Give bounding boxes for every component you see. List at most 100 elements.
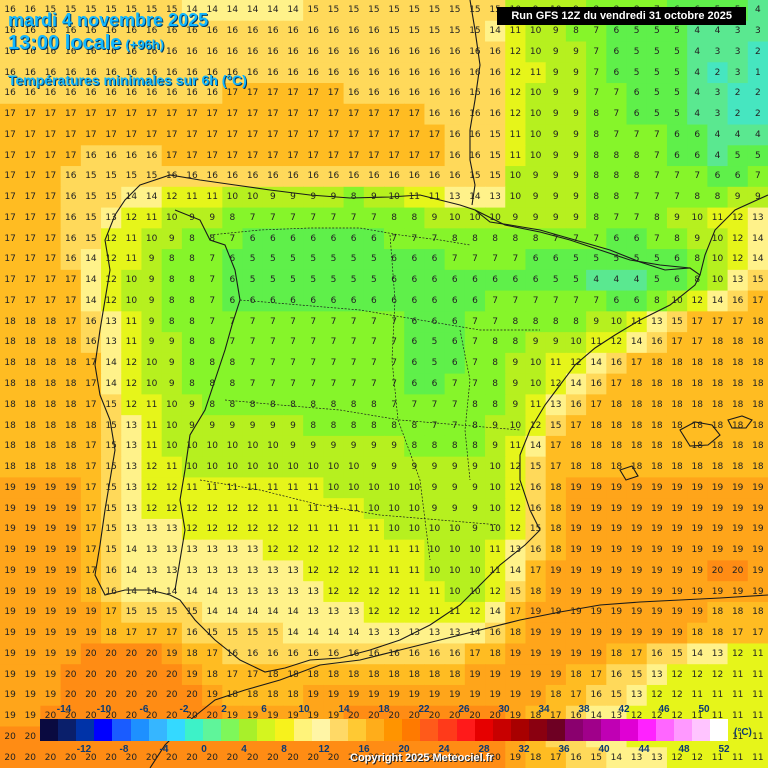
- temperature-value: 8: [492, 399, 499, 410]
- temperature-cell: [20, 705, 42, 728]
- temperature-cell: [444, 145, 466, 167]
- temperature-value: 16: [327, 67, 340, 78]
- temperature-cell: [404, 560, 426, 582]
- temperature-cell: [444, 290, 466, 312]
- temperature-value: 11: [267, 503, 279, 514]
- temperature-value: 12: [368, 607, 380, 618]
- temperature-cell: [20, 228, 42, 250]
- temperature-cell: [606, 435, 628, 458]
- temperature-value: 7: [613, 109, 620, 120]
- temperature-cell: [262, 186, 284, 209]
- temperature-cell: [565, 581, 587, 603]
- temperature-cell: [565, 747, 587, 768]
- temperature-cell: [262, 20, 284, 43]
- temperature-value: 12: [307, 545, 319, 556]
- temperature-value: 11: [246, 482, 259, 493]
- temperature-value: 12: [691, 669, 703, 680]
- temperature-value: 10: [711, 233, 724, 244]
- temperature-value: 14: [630, 337, 643, 348]
- temperature-cell: [525, 684, 547, 707]
- temperature-cell: [202, 498, 223, 520]
- temperature-value: 20: [226, 752, 239, 763]
- temperature-value: 17: [711, 316, 724, 327]
- temperature-value: 19: [65, 565, 77, 576]
- temperature-value: 18: [731, 607, 744, 618]
- temperature-cell: [101, 622, 122, 645]
- temperature-value: 16: [4, 5, 16, 16]
- temperature-cell: [60, 684, 82, 707]
- temperature-cell: [343, 747, 365, 768]
- temperature-cell: [606, 186, 628, 209]
- temperature-cell: [40, 415, 62, 437]
- temperature-value: 12: [651, 690, 663, 701]
- temperature-cell: [707, 41, 729, 63]
- temperature-value: 10: [166, 212, 178, 223]
- temperature-value: 17: [287, 129, 299, 140]
- temperature-cell: [40, 435, 62, 458]
- temperature-cell: [444, 643, 466, 665]
- temperature-value: 9: [168, 358, 175, 369]
- temperature-cell: [384, 332, 405, 354]
- temperature-value: 7: [472, 337, 478, 348]
- temperature-cell: [384, 0, 405, 22]
- temperature-cell: [363, 747, 385, 768]
- temperature-cell: [485, 456, 506, 479]
- temperature-cell: [363, 394, 385, 416]
- temperature-value: 19: [44, 669, 57, 680]
- temperature-cell: [626, 601, 648, 624]
- temperature-cell: [586, 394, 607, 416]
- temperature-value: 7: [613, 212, 620, 223]
- scale-swatch: [565, 719, 584, 741]
- temperature-cell: [0, 435, 21, 458]
- temperature-cell: [242, 415, 264, 437]
- temperature-cell: [202, 41, 223, 63]
- temperature-value: 6: [411, 295, 418, 306]
- temperature-cell: [60, 0, 82, 22]
- temperature-cell: [323, 124, 345, 146]
- temperature-value: 17: [44, 254, 57, 265]
- temperature-cell: [444, 269, 466, 292]
- temperature-value: 17: [85, 524, 97, 535]
- temperature-cell: [161, 456, 183, 479]
- temperature-cell: [161, 124, 183, 146]
- temperature-value: 8: [209, 337, 216, 348]
- temperature-cell: [444, 20, 466, 43]
- temperature-value: 8: [209, 399, 216, 410]
- temperature-value: 6: [431, 379, 438, 389]
- temperature-value: 11: [529, 67, 542, 78]
- temperature-cell: [444, 664, 466, 686]
- temperature-cell: [545, 581, 567, 603]
- temperature-value: 6: [290, 295, 296, 306]
- temperature-value: 16: [105, 26, 117, 37]
- temperature-value: 7: [371, 337, 377, 348]
- temperature-cell: [505, 62, 527, 84]
- temperature-cell: [242, 0, 264, 22]
- temperature-value: 20: [186, 711, 198, 722]
- temperature-cell: [323, 166, 345, 188]
- temperature-cell: [424, 415, 446, 437]
- scale-swatch: [130, 719, 149, 741]
- temperature-value: 7: [613, 88, 620, 99]
- temperature-value: 15: [550, 420, 562, 431]
- temperature-cell: [141, 477, 163, 499]
- temperature-value: 19: [44, 648, 57, 659]
- temperature-value: 16: [166, 46, 178, 57]
- temperature-value: 10: [529, 358, 542, 369]
- temperature-value: 19: [24, 628, 37, 639]
- temperature-cell: [40, 643, 62, 665]
- temperature-cell: [747, 394, 768, 416]
- scale-label-bottom: 12: [318, 744, 330, 755]
- temperature-cell: [424, 622, 446, 645]
- temperature-cell: [242, 20, 264, 43]
- temperature-cell: [40, 311, 62, 333]
- temperature-cell: [687, 477, 708, 499]
- temperature-value: 19: [570, 503, 582, 514]
- temperature-value: 5: [633, 46, 640, 57]
- temperature-cell: [444, 62, 466, 84]
- temperature-value: 8: [310, 399, 317, 410]
- temperature-value: 7: [472, 358, 478, 369]
- temperature-value: 20: [368, 711, 380, 722]
- temperature-value: 9: [532, 212, 539, 223]
- temperature-cell: [202, 539, 223, 562]
- temperature-value: 10: [246, 462, 259, 473]
